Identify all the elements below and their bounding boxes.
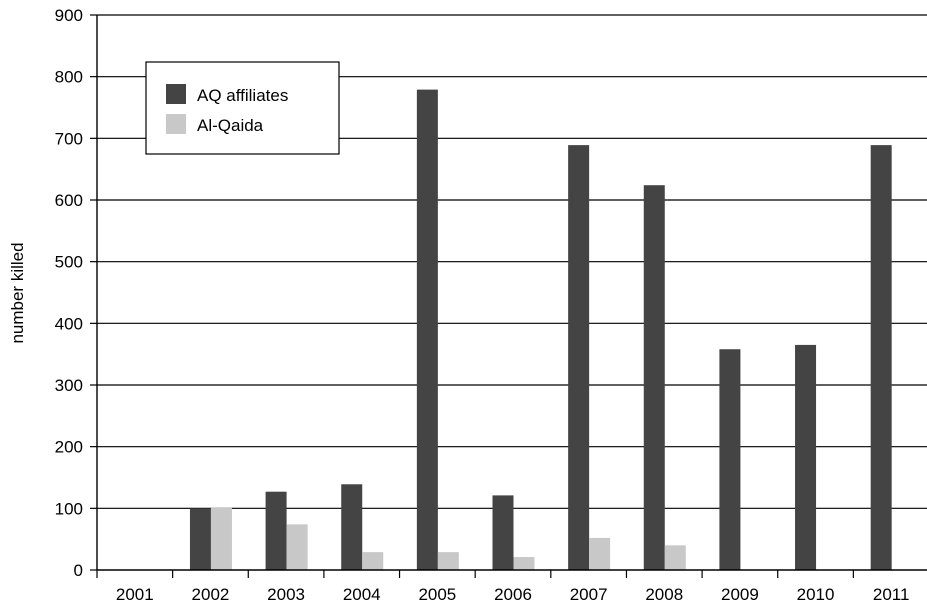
- x-tick-label: 2003: [267, 585, 305, 604]
- legend-box: [145, 61, 340, 155]
- bar-aq-affiliates-2008: [643, 185, 665, 570]
- y-tick-label: 500: [55, 253, 83, 272]
- y-axis-title: number killed: [8, 242, 27, 343]
- bar-al-qaida-2008: [664, 545, 686, 570]
- y-tick-label: 100: [55, 499, 83, 518]
- tick-labels: 0 100 200 300 400 500 600 700 800 900 2001 2002 2003…: [55, 6, 910, 604]
- x-tick-label: 2002: [192, 585, 230, 604]
- bar-aq-affiliates-2009: [719, 349, 741, 570]
- x-tick-label: 2001: [116, 585, 154, 604]
- x-tick-label: 2010: [797, 585, 835, 604]
- bar-aq-affiliates-2004: [341, 484, 363, 570]
- x-tick-label: 2008: [645, 585, 683, 604]
- y-tick-label: 0: [74, 561, 83, 580]
- bar-al-qaida-2004: [362, 552, 384, 570]
- x-tick-label: 2011: [873, 585, 910, 604]
- x-tick-label: 2005: [418, 585, 456, 604]
- legend: AQ affiliates Al-Qaida: [145, 61, 340, 155]
- legend-swatch-al-qaida: [166, 114, 186, 134]
- x-tick-label: 2007: [570, 585, 608, 604]
- y-tick-label: 700: [55, 129, 83, 148]
- x-tick-label: 2006: [494, 585, 532, 604]
- x-tick-label: 2009: [721, 585, 759, 604]
- legend-swatch-aq-affiliates: [166, 84, 186, 104]
- axes: [90, 14, 927, 578]
- bar-aq-affiliates-2010: [795, 344, 817, 570]
- bar-aq-affiliates-2011: [870, 145, 892, 570]
- x-tick-label: 2004: [343, 585, 381, 604]
- bar-al-qaida-2007: [589, 537, 611, 570]
- y-tick-label: 800: [55, 68, 83, 87]
- bar-aq-affiliates-2007: [568, 145, 590, 570]
- bar-al-qaida-2002: [210, 507, 232, 570]
- bar-aq-affiliates-2006: [492, 495, 514, 570]
- bar-al-qaida-2005: [437, 552, 459, 570]
- legend-label-aq-affiliates: AQ affiliates: [197, 86, 288, 105]
- y-tick-label: 400: [55, 314, 83, 333]
- bar-aq-affiliates-2005: [416, 89, 438, 570]
- y-tick-label: 900: [55, 6, 83, 25]
- y-tick-label: 600: [55, 191, 83, 210]
- y-tick-label: 300: [55, 376, 83, 395]
- bar-aq-affiliates-2003: [265, 491, 287, 570]
- bar-al-qaida-2003: [286, 524, 308, 570]
- bar-aq-affiliates-2002: [189, 508, 211, 570]
- bars: [189, 89, 892, 570]
- bar-al-qaida-2006: [513, 557, 535, 570]
- legend-label-al-qaida: Al-Qaida: [197, 116, 264, 135]
- y-tick-label: 200: [55, 438, 83, 457]
